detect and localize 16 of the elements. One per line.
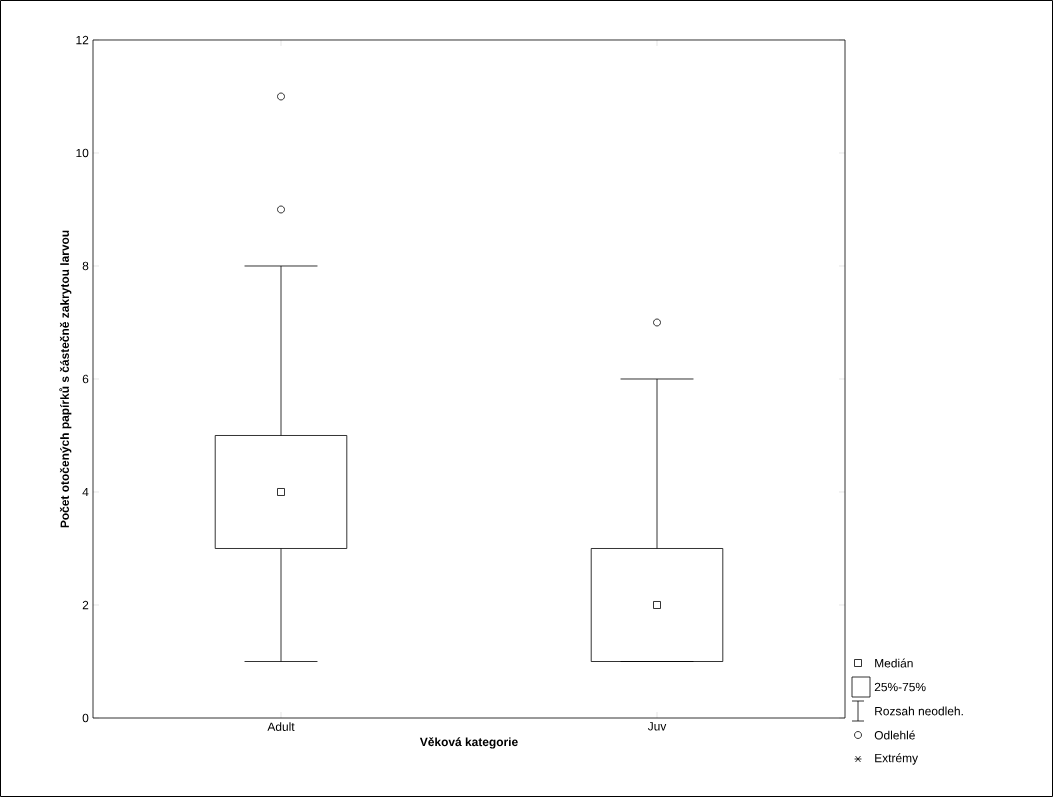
y-tick-label: 12	[76, 35, 89, 45]
text: Rozsah neodleh.	[875, 706, 963, 716]
y-tick-label: 8	[82, 261, 89, 271]
x-axis-title: Věková kategorie	[419, 737, 518, 749]
text: Medián	[875, 658, 913, 668]
text: Extrémy	[875, 753, 919, 765]
text: Odlehlé	[874, 730, 915, 740]
y-tick-label: 6	[82, 374, 89, 384]
x-tick-label: Adult	[267, 722, 295, 731]
x-tick-label: Juv	[647, 722, 667, 731]
y-tick-label: 4	[82, 487, 89, 497]
y-axis-title: Počet otočených papírků s částečně zakrytou larvou	[59, 230, 72, 528]
y-tick-label: 2	[82, 600, 89, 610]
y-tick-label: 0	[82, 713, 89, 723]
text: 25%-75%	[874, 682, 926, 692]
y-tick-label: 10	[76, 148, 89, 158]
